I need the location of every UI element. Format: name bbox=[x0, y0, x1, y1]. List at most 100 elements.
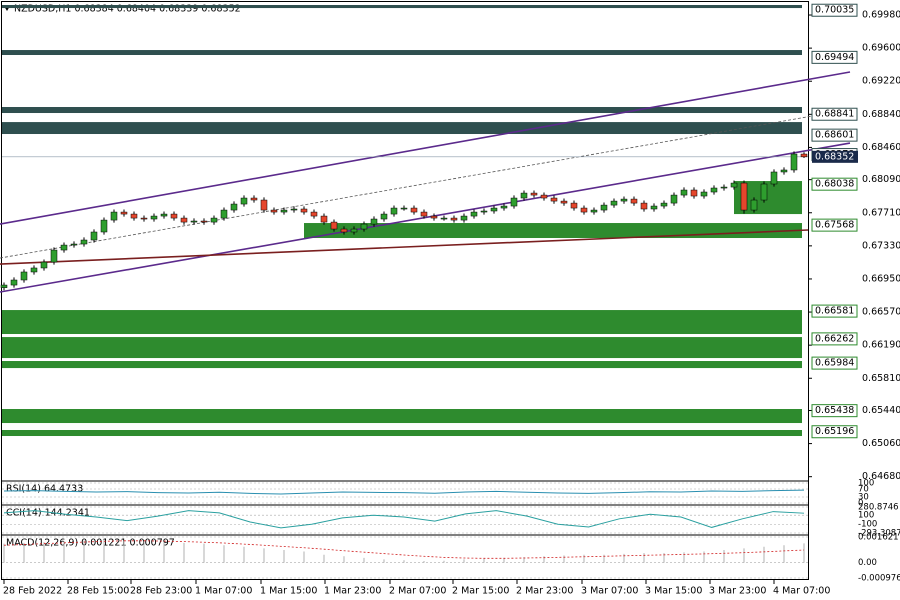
candle-body bbox=[270, 209, 278, 213]
level-label: 0.65984 bbox=[815, 358, 854, 369]
candle-body bbox=[550, 197, 558, 202]
candle-body bbox=[180, 217, 188, 223]
level-label-box bbox=[811, 128, 858, 142]
level-label-box bbox=[811, 356, 858, 370]
candle-body bbox=[30, 267, 38, 273]
x-tick-label: 28 Feb 15:00 bbox=[67, 586, 129, 597]
candle-body bbox=[0, 284, 8, 288]
candle-body bbox=[740, 182, 748, 211]
y-tick-label: 0.65440 bbox=[862, 405, 900, 416]
y-tick-label: 0.65060 bbox=[862, 438, 900, 449]
level-label: 0.70035 bbox=[815, 5, 854, 16]
candle-body bbox=[390, 207, 398, 215]
y-tick-label: 0.68460 bbox=[862, 142, 900, 153]
chart-title: NZDUSD,H1 0.68384 0.68404 0.68339 0.6835… bbox=[14, 4, 241, 15]
zone bbox=[2, 361, 802, 369]
y-tick-label: 0.67710 bbox=[862, 207, 900, 218]
pane-tick-label: -100 bbox=[858, 520, 877, 530]
candle-body bbox=[580, 207, 588, 213]
candle-body bbox=[500, 205, 508, 209]
candle-body bbox=[100, 219, 108, 233]
zone bbox=[2, 409, 802, 424]
candle-body bbox=[230, 203, 238, 211]
candle-body bbox=[240, 197, 248, 205]
level-label-box bbox=[811, 218, 858, 232]
candle-body bbox=[780, 169, 788, 173]
x-tick-label: 1 Mar 15:00 bbox=[260, 586, 317, 597]
zone bbox=[2, 50, 802, 56]
candle-body bbox=[530, 192, 538, 196]
candle-body bbox=[370, 218, 378, 225]
candle-body bbox=[410, 207, 418, 213]
candle-body bbox=[130, 213, 138, 219]
candle-body bbox=[150, 215, 158, 220]
level-label: 0.65438 bbox=[815, 405, 854, 416]
candle-body bbox=[600, 204, 608, 211]
level-label: 0.68038 bbox=[815, 179, 854, 190]
candle-body bbox=[610, 200, 618, 206]
candle-body bbox=[650, 205, 658, 210]
candle-body bbox=[260, 199, 268, 211]
candle-body bbox=[160, 213, 168, 217]
pane-tick-label: -0.000976 bbox=[858, 574, 900, 584]
pane-tick-label: 70 bbox=[858, 485, 869, 495]
signal-line bbox=[3, 540, 805, 559]
indicator-line bbox=[3, 489, 805, 495]
candle-body bbox=[700, 191, 708, 197]
candle-body bbox=[460, 215, 468, 221]
x-tick-label: 2 Mar 07:00 bbox=[389, 586, 446, 597]
candle-body bbox=[140, 217, 148, 220]
pane-tick-label: 0.00 bbox=[858, 558, 877, 568]
candle-body bbox=[620, 198, 628, 202]
candle-body bbox=[210, 217, 218, 223]
candle-body bbox=[120, 211, 128, 215]
zone bbox=[2, 337, 802, 359]
pane-tick-label: 0 bbox=[858, 499, 863, 509]
x-tick-label: 28 Feb 23:00 bbox=[130, 586, 192, 597]
pane-tick-label: 30 bbox=[858, 493, 869, 503]
current-price-label: 0.68352 bbox=[815, 151, 854, 162]
candle-body bbox=[790, 153, 798, 171]
trend-line bbox=[0, 115, 813, 259]
level-label-box bbox=[811, 425, 858, 439]
x-tick-label: 1 Mar 23:00 bbox=[324, 586, 381, 597]
level-label-box bbox=[811, 304, 858, 318]
level-label: 0.65196 bbox=[815, 426, 854, 437]
x-tick-label: 2 Mar 23:00 bbox=[516, 586, 573, 597]
y-tick-label: 0.69220 bbox=[862, 76, 900, 87]
level-label-box bbox=[811, 404, 858, 418]
candle-body bbox=[250, 197, 258, 201]
candle-body bbox=[320, 215, 328, 223]
candle-body bbox=[290, 208, 298, 211]
candle-body bbox=[280, 209, 288, 213]
y-tick-label: 0.64680 bbox=[862, 471, 900, 482]
candle-body bbox=[750, 199, 758, 211]
candle-body bbox=[60, 244, 68, 251]
x-tick-label: 3 Mar 15:00 bbox=[645, 586, 702, 597]
x-tick-label: 2 Mar 15:00 bbox=[452, 586, 509, 597]
candle-body bbox=[710, 187, 718, 193]
trend-line bbox=[0, 229, 809, 265]
pane-tick-label: -293.3087 bbox=[858, 529, 900, 539]
level-label: 0.67568 bbox=[815, 220, 854, 231]
candle-body bbox=[720, 186, 728, 189]
pane-title: RSI(14) 64.4733 bbox=[6, 484, 83, 495]
candle-body bbox=[570, 202, 578, 209]
candle-body bbox=[90, 231, 98, 241]
candle-body bbox=[200, 220, 208, 223]
y-tick-label: 0.65810 bbox=[862, 373, 900, 384]
candle-body bbox=[360, 223, 368, 230]
y-tick-label: 0.66950 bbox=[862, 273, 900, 284]
frame bbox=[1, 1, 809, 580]
candle-body bbox=[560, 200, 568, 204]
y-tick-label: 0.68090 bbox=[862, 174, 900, 185]
level-label-box bbox=[811, 107, 858, 121]
candle-body bbox=[440, 217, 448, 220]
level-label-box bbox=[811, 50, 858, 64]
candle-body bbox=[330, 221, 338, 230]
y-tick-label: 0.69600 bbox=[862, 43, 900, 54]
level-label: 0.66262 bbox=[815, 333, 854, 344]
candle-body bbox=[80, 239, 88, 245]
